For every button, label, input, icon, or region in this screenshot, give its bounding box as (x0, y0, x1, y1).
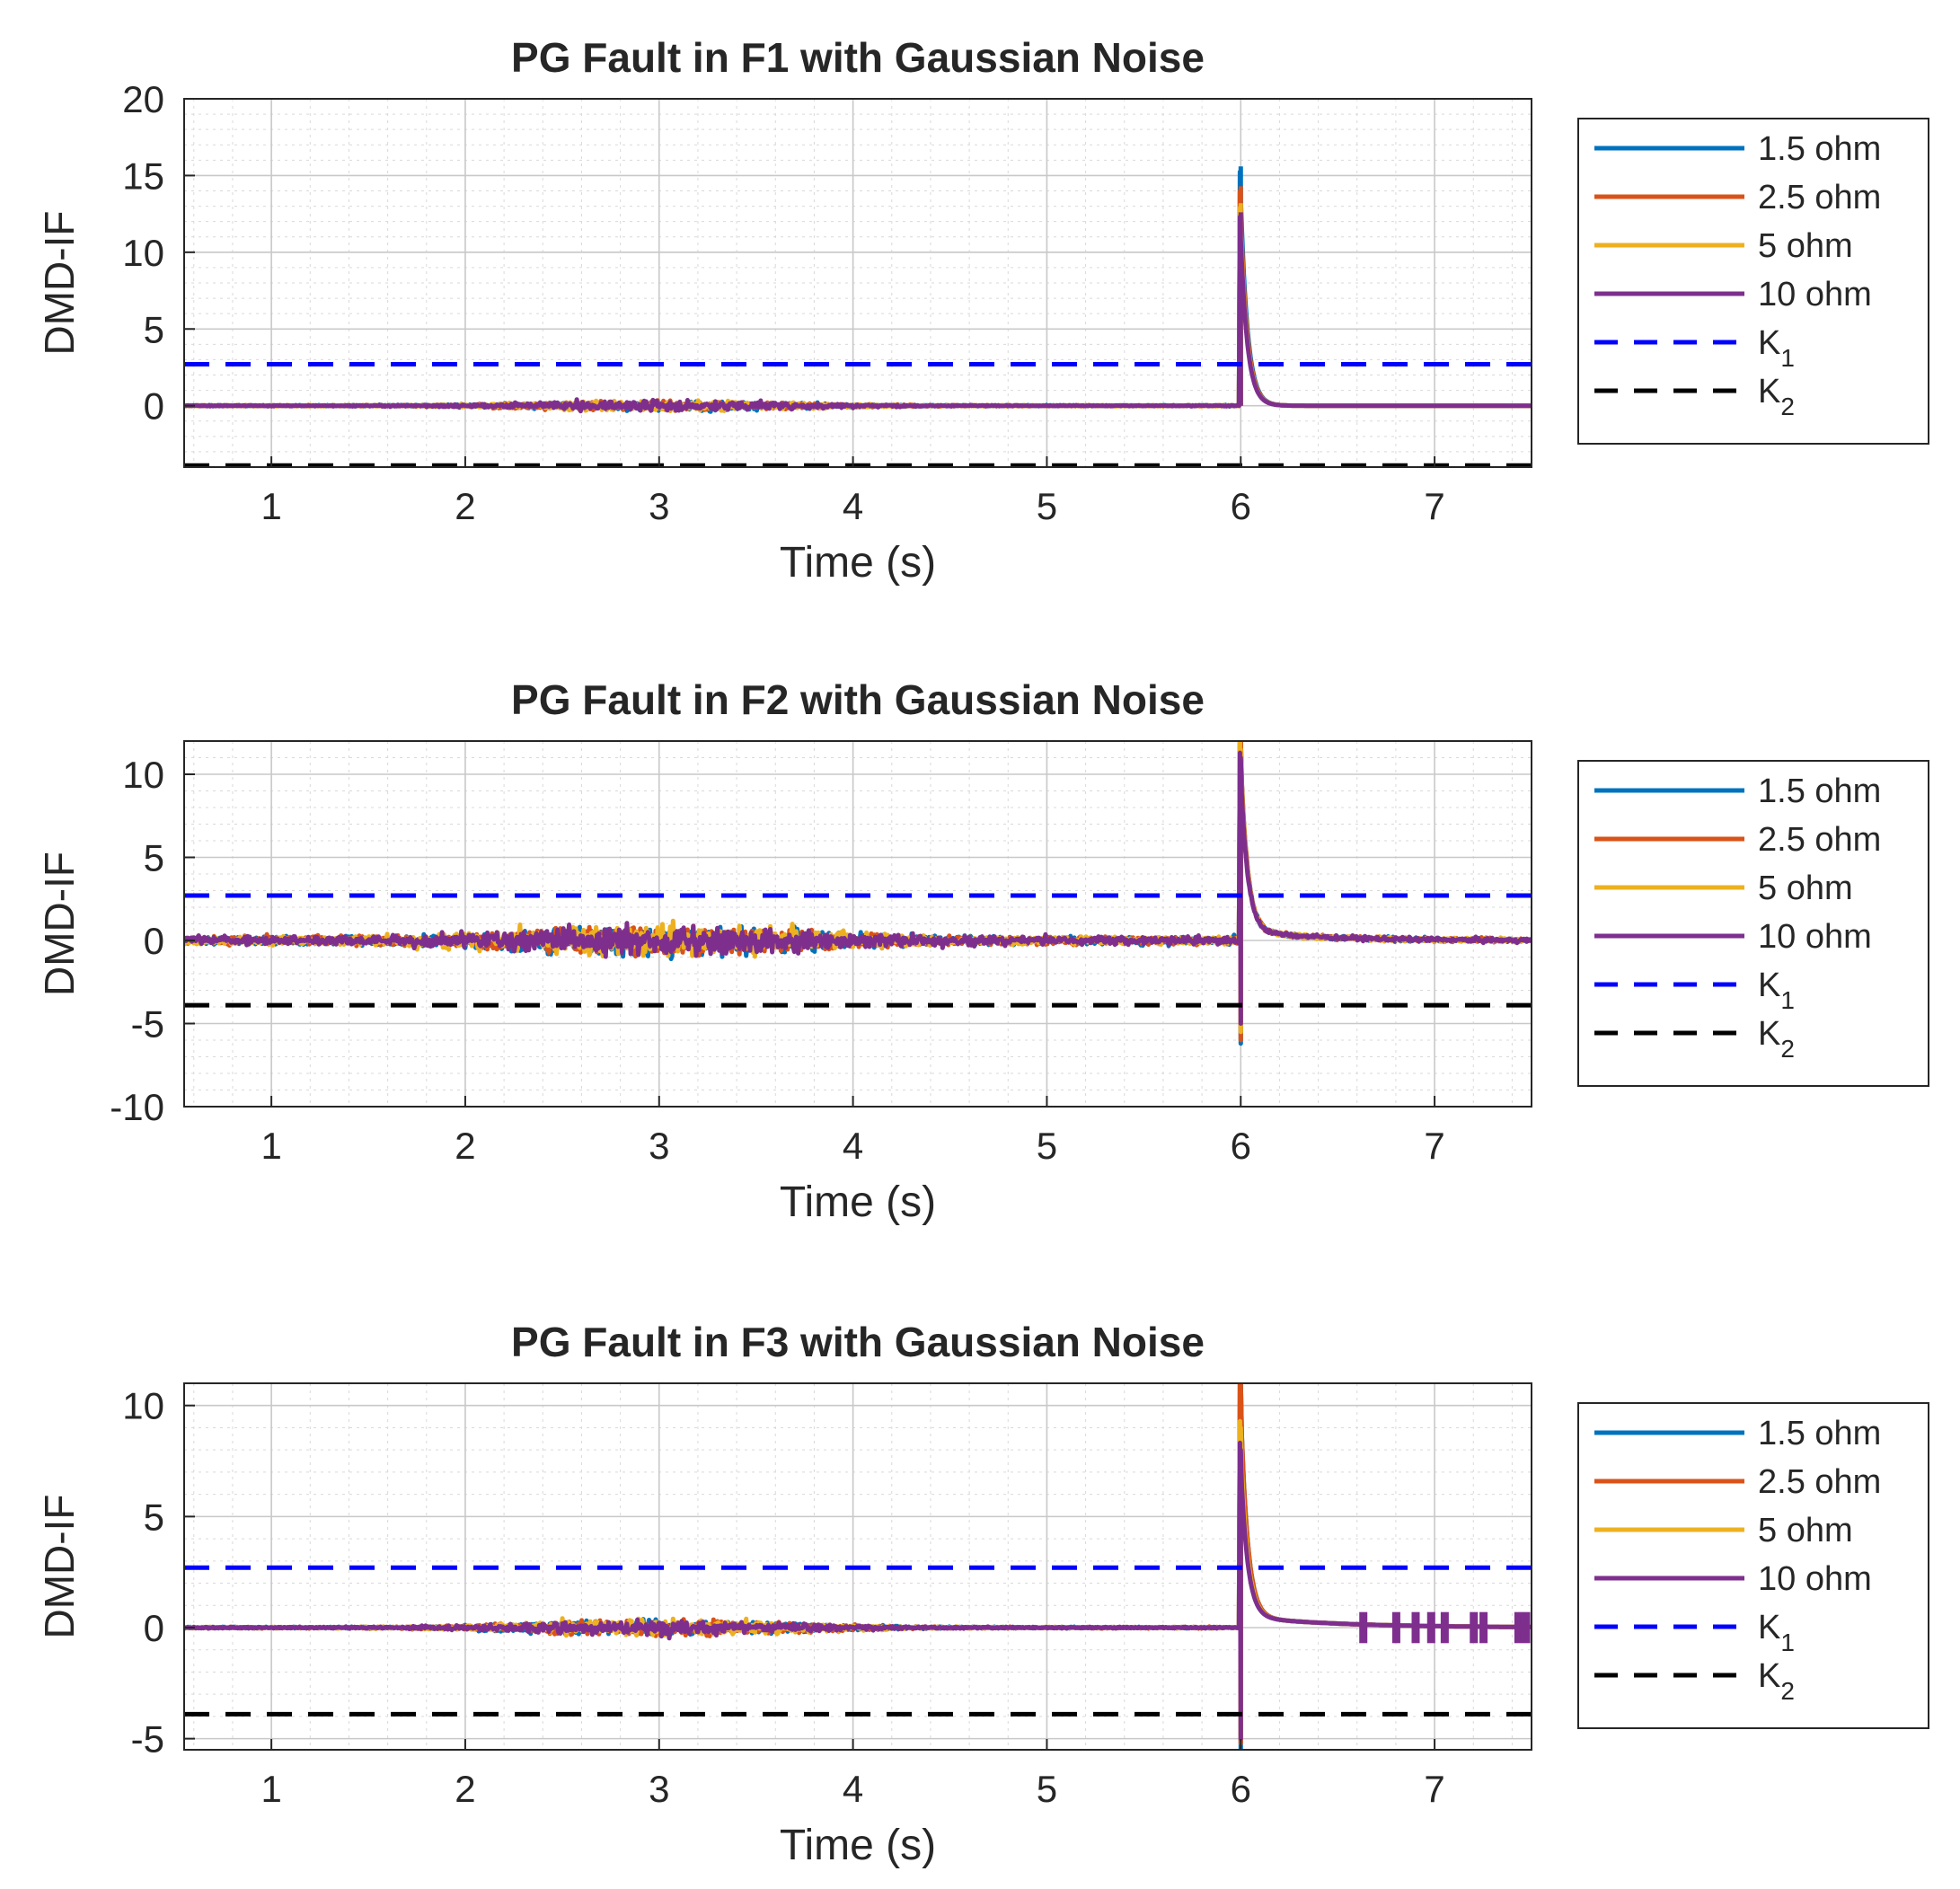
legend-label: 1.5 ohm (1758, 130, 1881, 168)
x-axis-label: Time (s) (780, 1178, 936, 1226)
series-line-10-ohm (184, 212, 1532, 414)
chart-panel-2: 1 2 3 4 5 6 7 -10 -5 0 5 10 PG Fault in F2 with Gaus… (36, 676, 1929, 1226)
series-group (184, 1383, 1532, 1750)
legend-label: 1.5 ohm (1758, 1415, 1881, 1452)
series-pulse-mark (1359, 1611, 1368, 1644)
y-tick-label: 15 (122, 154, 164, 197)
legend-label-subscript: 2 (1780, 393, 1795, 420)
legend-label: 2.5 ohm (1758, 1463, 1881, 1501)
axes-box (183, 98, 1532, 468)
legend-label-subscript: 2 (1780, 1035, 1795, 1063)
y-tick-label: 0 (144, 1607, 164, 1649)
x-tick-label: 1 (260, 1768, 281, 1810)
legend-label: 10 ohm (1758, 918, 1872, 956)
legend-label: 5 ohm (1758, 227, 1853, 265)
legend-label-subscript: 1 (1780, 344, 1795, 372)
legend-label: 2.5 ohm (1758, 821, 1881, 859)
x-axis-label: Time (s) (780, 1822, 936, 1869)
legend-label: 10 ohm (1758, 1560, 1872, 1598)
x-tick-label: 1 (260, 485, 281, 527)
series-pulse-mark (1391, 1611, 1400, 1644)
x-tick-label: 6 (1231, 485, 1251, 527)
series-pulse-mark (1426, 1611, 1435, 1644)
y-tick-label: -5 (131, 1003, 164, 1046)
x-tick-label: 3 (649, 485, 669, 527)
x-tick-label: 2 (455, 1125, 475, 1167)
y-axis-label: DMD-IF (36, 1495, 83, 1639)
x-tick-label: 4 (843, 1125, 863, 1167)
legend-label-subscript: 1 (1780, 986, 1795, 1014)
y-tick-label: 10 (122, 1385, 164, 1427)
x-tick-label: 7 (1424, 1125, 1444, 1167)
x-tick-label: 3 (649, 1125, 669, 1167)
y-tick-label: 20 (122, 78, 164, 120)
legend-label: 10 ohm (1758, 276, 1872, 313)
series-line-10-ohm (184, 1440, 1532, 1742)
chart-panel-1: 1 2 3 4 5 6 7 0 5 10 15 20 PG Fault in F1 with Gauss… (36, 34, 1929, 587)
chart-panel-3: 1 2 3 4 5 6 7 -5 0 5 10 PG Fault in F3 with Gaussia… (36, 1319, 1929, 1869)
x-tick-label: 4 (843, 485, 863, 527)
chart-title: PG Fault in F3 with Gaussian Noise (511, 1319, 1205, 1365)
chart-title: PG Fault in F1 with Gaussian Noise (511, 34, 1205, 81)
series-pulse-mark (1440, 1611, 1449, 1644)
legend-label: 2.5 ohm (1758, 179, 1881, 216)
legend-label-subscript: 1 (1780, 1629, 1795, 1656)
y-tick-label: 0 (144, 920, 164, 962)
series-group (184, 166, 1532, 414)
x-tick-label: 3 (649, 1768, 669, 1810)
series-line-10-ohm (184, 750, 1532, 1026)
legend-label: 1.5 ohm (1758, 772, 1881, 810)
chart-title: PG Fault in F2 with Gaussian Noise (511, 676, 1205, 723)
y-tick-label: 10 (122, 754, 164, 796)
legend-label: K2 (1758, 373, 1795, 420)
axes-box (183, 740, 1532, 1108)
y-tick-label: -10 (110, 1086, 164, 1128)
legend-label-subscript: 2 (1780, 1677, 1795, 1705)
x-tick-label: 4 (843, 1768, 863, 1810)
y-axis-label: DMD-IF (36, 211, 83, 356)
x-tick-label: 1 (260, 1125, 281, 1167)
y-tick-label: 5 (144, 1496, 164, 1538)
x-axis-label: Time (s) (780, 539, 936, 587)
x-tick-label: 2 (455, 1768, 475, 1810)
legend-label: 5 ohm (1758, 869, 1853, 907)
series-group (184, 741, 1532, 1046)
x-tick-label: 6 (1231, 1125, 1251, 1167)
series-pulse-mark (1479, 1611, 1488, 1644)
axes-box (183, 1382, 1532, 1751)
y-tick-label: 5 (144, 308, 164, 350)
series-pulse-mark (1411, 1611, 1420, 1644)
y-tick-label: 5 (144, 837, 164, 879)
y-axis-label: DMD-IF (36, 852, 83, 996)
y-tick-label: 10 (122, 232, 164, 274)
x-tick-label: 5 (1037, 1125, 1057, 1167)
x-tick-label: 2 (455, 485, 475, 527)
x-tick-label: 6 (1231, 1768, 1251, 1810)
legend-label: 5 ohm (1758, 1512, 1853, 1549)
series-pulse-mark (1470, 1611, 1479, 1644)
y-tick-label: -5 (131, 1718, 164, 1761)
x-tick-label: 5 (1037, 485, 1057, 527)
series-pulse-mark (1514, 1611, 1523, 1644)
x-tick-label: 7 (1424, 485, 1444, 527)
y-tick-label: 0 (144, 385, 164, 428)
series-pulse-mark (1522, 1611, 1531, 1644)
x-tick-label: 7 (1424, 1768, 1444, 1810)
x-tick-label: 5 (1037, 1768, 1057, 1810)
